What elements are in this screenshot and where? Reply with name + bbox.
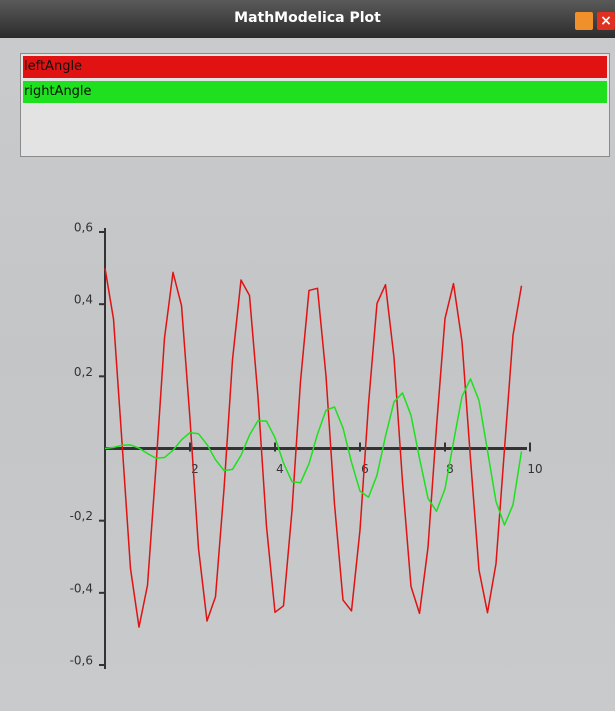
y-tick-label: 0,6 — [74, 221, 93, 235]
y-tick-label: 0,2 — [74, 365, 93, 379]
x-tick-label: 4 — [276, 462, 284, 476]
series-line — [105, 379, 522, 525]
plot-window: MathModelica Plot × leftAnglerightAngle … — [0, 0, 615, 711]
x-tick-label: 10 — [527, 462, 542, 476]
y-tick-label: -0,6 — [70, 654, 93, 668]
y-tick-label: -0,2 — [70, 509, 93, 523]
y-tick-label: 0,4 — [74, 293, 93, 307]
y-tick-label: -0,4 — [70, 581, 93, 595]
chart: 0,60,40,2-0,2-0,4-0,6246810 — [0, 0, 615, 711]
